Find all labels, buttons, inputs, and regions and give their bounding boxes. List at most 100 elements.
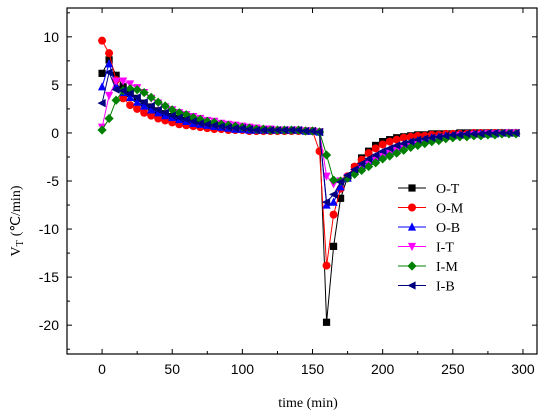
data-point xyxy=(98,36,107,45)
data-point xyxy=(350,165,359,174)
legend-marker xyxy=(407,261,417,271)
data-point xyxy=(202,120,211,129)
data-point xyxy=(105,49,114,58)
data-point xyxy=(413,140,423,151)
y-axis-title-unit: (℃/min) xyxy=(9,185,24,236)
series-layer xyxy=(97,36,521,326)
data-point xyxy=(139,87,149,98)
data-point xyxy=(476,129,485,139)
data-point xyxy=(469,129,478,139)
data-point xyxy=(385,137,394,146)
data-point xyxy=(371,144,380,153)
data-point xyxy=(378,147,387,156)
data-point xyxy=(97,82,107,91)
y-axis-title-main: V xyxy=(9,246,24,256)
data-point xyxy=(258,125,268,135)
legend-marker xyxy=(408,203,416,212)
legend: O-T O-M O-B I-T I-M I-B xyxy=(398,182,464,295)
data-point xyxy=(511,128,520,138)
data-point xyxy=(427,133,436,142)
data-point xyxy=(154,108,163,117)
data-point xyxy=(112,77,121,86)
data-point xyxy=(357,159,366,168)
data-point xyxy=(322,318,331,326)
x-axis-title: time (min) xyxy=(278,396,338,411)
legend-item: O-M xyxy=(398,202,464,217)
data-point xyxy=(434,132,443,141)
data-point xyxy=(328,190,338,199)
plot-border xyxy=(66,7,538,355)
x-tick-label: 300 xyxy=(511,361,535,377)
data-point xyxy=(167,111,176,120)
data-point xyxy=(126,92,135,101)
data-point xyxy=(119,77,128,86)
series-i-b xyxy=(97,68,520,207)
data-point xyxy=(322,172,331,181)
data-point xyxy=(321,150,332,160)
data-point xyxy=(118,86,127,95)
data-point xyxy=(125,89,134,98)
data-point xyxy=(153,97,163,107)
x-tick-label: 100 xyxy=(231,361,255,377)
y-tick-label: -5 xyxy=(47,173,60,189)
legend-marker xyxy=(407,242,417,252)
data-point xyxy=(371,150,380,160)
data-point xyxy=(322,261,331,270)
data-point xyxy=(462,132,472,142)
data-point xyxy=(329,242,338,250)
data-point xyxy=(300,126,310,136)
y-tick-label: -20 xyxy=(39,317,59,333)
data-point xyxy=(385,144,394,153)
data-point xyxy=(357,165,367,176)
data-point xyxy=(230,124,239,133)
legend-label: O-B xyxy=(436,221,460,236)
data-point xyxy=(385,151,395,161)
data-point xyxy=(364,154,373,163)
data-point xyxy=(111,95,121,105)
data-point xyxy=(420,134,429,143)
data-point xyxy=(216,122,225,131)
data-point xyxy=(364,161,374,172)
data-point xyxy=(104,68,113,77)
data-point xyxy=(399,145,409,155)
data-point xyxy=(153,105,162,114)
x-tick-label: 150 xyxy=(301,361,325,377)
data-point xyxy=(133,97,142,106)
data-point xyxy=(272,125,282,135)
x-tick-label: 200 xyxy=(371,361,395,377)
data-point xyxy=(195,119,204,128)
data-point xyxy=(146,92,156,102)
data-point xyxy=(146,101,155,111)
data-point xyxy=(336,194,345,202)
x-tick-label: 50 xyxy=(164,361,180,377)
data-point xyxy=(209,121,218,130)
y-tick-label: -10 xyxy=(39,221,59,237)
legend-item: I-B xyxy=(398,280,455,295)
data-point xyxy=(119,94,128,103)
data-point xyxy=(112,71,120,79)
data-point xyxy=(161,111,170,120)
data-point xyxy=(286,125,296,135)
data-point xyxy=(392,141,401,150)
data-point xyxy=(336,182,345,191)
data-point xyxy=(167,105,177,115)
data-point xyxy=(328,175,339,185)
data-point xyxy=(321,198,331,207)
data-point xyxy=(406,137,415,146)
data-point xyxy=(132,93,141,102)
plot-frame xyxy=(66,7,538,355)
data-point xyxy=(251,125,261,135)
y-tick-label: 5 xyxy=(51,77,59,93)
data-point xyxy=(147,111,156,120)
y-axis-title-sub: T xyxy=(15,240,26,246)
data-point xyxy=(160,101,170,111)
data-point xyxy=(329,197,338,206)
data-point xyxy=(342,173,353,183)
data-point xyxy=(293,125,303,135)
x-tick-label: 0 xyxy=(98,361,106,377)
data-point xyxy=(244,125,253,134)
data-point xyxy=(371,158,381,168)
data-point xyxy=(448,133,458,143)
data-point xyxy=(504,128,513,138)
